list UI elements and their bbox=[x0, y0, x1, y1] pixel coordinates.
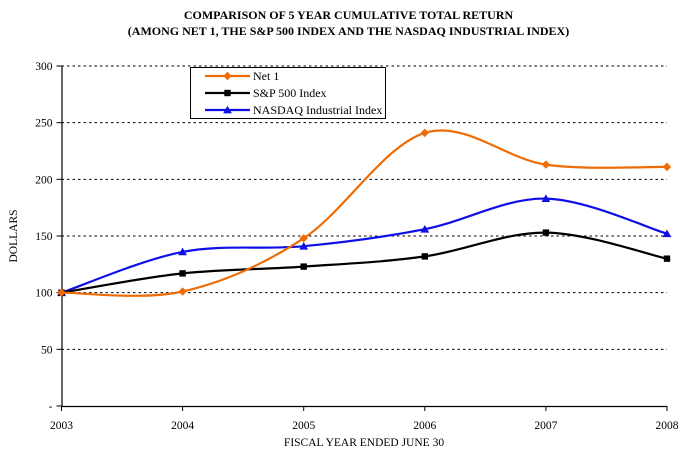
x-tick-label: 2005 bbox=[292, 420, 315, 432]
y-tick-label: 200 bbox=[35, 174, 53, 186]
y-tick-label: - bbox=[49, 401, 53, 413]
marker-triangle bbox=[541, 194, 551, 202]
y-tick-label: 250 bbox=[35, 118, 53, 130]
legend-item-s-p-500-index: S&P 500 Index bbox=[205, 86, 327, 100]
marker-diamond bbox=[223, 71, 232, 81]
axes bbox=[56, 65, 668, 411]
marker-square bbox=[421, 253, 428, 260]
marker-triangle bbox=[178, 247, 187, 256]
marker-diamond bbox=[662, 162, 672, 172]
legend-item-nasdaq-industrial-index: NASDAQ Industrial Index bbox=[205, 103, 382, 117]
x-tick-label: 2007 bbox=[534, 420, 557, 432]
y-tick-label: 300 bbox=[35, 61, 53, 73]
legend: Net 1 S&P 500 Index NASDAQ Industrial Inde… bbox=[190, 67, 386, 119]
series-nasdaq-industrial-index bbox=[57, 194, 672, 297]
marker-square bbox=[663, 255, 671, 262]
y-tick-label: 100 bbox=[35, 288, 53, 300]
marker-triangle bbox=[420, 225, 430, 233]
x-tick-label: 2003 bbox=[50, 420, 73, 432]
series-line-nasdaq-industrial-index bbox=[60, 197, 669, 294]
series-line-net-1 bbox=[60, 129, 669, 297]
legend-label: Net 1 bbox=[253, 69, 279, 83]
x-tick-labels: 2003 2004 2005 2006 2007 2008 bbox=[50, 420, 679, 432]
series-line-s-p-500-index bbox=[60, 231, 669, 294]
marker-triangle bbox=[662, 229, 672, 238]
marker-diamond bbox=[299, 234, 308, 243]
marker-diamond bbox=[57, 288, 66, 297]
series-lines bbox=[57, 128, 672, 297]
series-net-1 bbox=[57, 128, 672, 297]
marker-diamond bbox=[420, 128, 429, 138]
x-tick-label: 2006 bbox=[413, 420, 436, 432]
legend-item-net-1: Net 1 bbox=[205, 69, 279, 83]
marker-triangle bbox=[299, 242, 309, 250]
marker-triangle bbox=[223, 105, 232, 114]
x-axis-title: FISCAL YEAR ENDED JUNE 30 bbox=[284, 437, 444, 449]
x-tick-label: 2004 bbox=[171, 420, 194, 432]
chart-title-line2: (AMONG NET 1, THE S&P 500 INDEX AND THE … bbox=[127, 24, 570, 38]
y-tick-labels: - 50 100 150 200 250 300 bbox=[35, 61, 53, 413]
y-tick-label: 50 bbox=[41, 344, 53, 356]
y-axis-title: DOLLARS bbox=[8, 209, 20, 262]
x-tick-label: 2008 bbox=[656, 420, 679, 432]
marker-diamond bbox=[541, 160, 551, 169]
marker-square bbox=[300, 263, 307, 270]
legend-label: NASDAQ Industrial Index bbox=[253, 103, 382, 117]
legend-label: S&P 500 Index bbox=[253, 86, 327, 100]
chart-title-line1: COMPARISON OF 5 YEAR CUMULATIVE TOTAL RE… bbox=[183, 8, 514, 22]
marker-diamond bbox=[178, 287, 187, 296]
chart-title: COMPARISON OF 5 YEAR CUMULATIVE TOTAL RE… bbox=[0, 7, 697, 39]
y-tick-label: 150 bbox=[35, 231, 53, 243]
marker-square bbox=[542, 229, 550, 236]
marker-square bbox=[179, 270, 186, 277]
marker-square bbox=[224, 89, 231, 97]
